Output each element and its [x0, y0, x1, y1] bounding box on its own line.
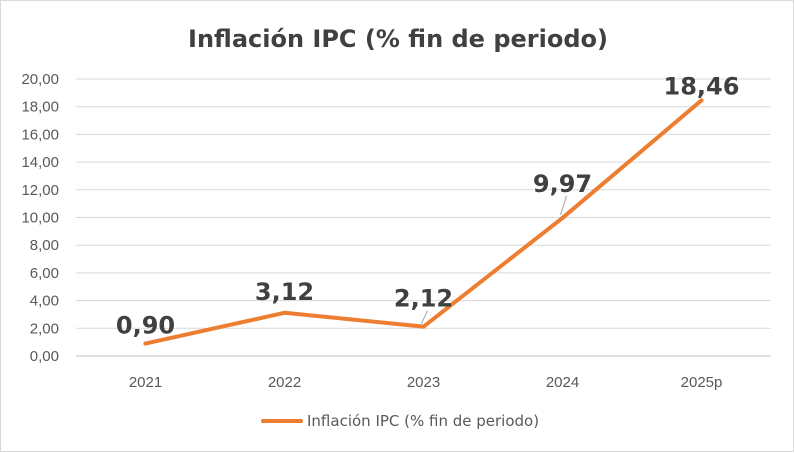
data-label: 9,97	[533, 170, 592, 198]
data-point	[143, 341, 148, 346]
legend: Inflación IPC (% fin de periodo)	[261, 412, 539, 430]
legend-entry: Inflación IPC (% fin de periodo)	[307, 412, 539, 430]
gridlines	[76, 78, 771, 357]
series-layer	[143, 98, 704, 346]
y-tick-label: 2,00	[30, 320, 59, 337]
y-tick-label: 4,00	[30, 293, 59, 310]
y-tick-label: 14,00	[21, 154, 59, 171]
data-label-leader	[560, 195, 567, 216]
data-label: 18,46	[664, 72, 740, 100]
x-tick-label: 2023	[407, 374, 440, 391]
y-tick-label: 20,00	[21, 71, 59, 88]
y-tick-label: 6,00	[30, 265, 59, 282]
y-tick-label: 0,00	[30, 348, 59, 365]
y-tick-label: 18,00	[21, 99, 59, 116]
x-tick-label: 2021	[129, 374, 162, 391]
x-axis-ticks: 2021 2022 2023 2024 2025p	[129, 374, 723, 391]
y-tick-label: 8,00	[30, 237, 59, 254]
x-tick-label: 2024	[546, 374, 579, 391]
data-labels: 0,90 3,12 2,12 9,97 18,46	[116, 72, 740, 339]
data-label-leader	[421, 310, 428, 324]
data-point	[560, 215, 565, 220]
x-tick-label: 2025p	[681, 374, 723, 391]
y-tick-label: 10,00	[21, 210, 59, 227]
y-tick-label: 16,00	[21, 126, 59, 143]
data-label-leaders	[421, 195, 567, 324]
data-label: 3,12	[255, 278, 314, 306]
y-tick-label: 12,00	[21, 182, 59, 199]
data-label: 0,90	[116, 312, 175, 340]
data-label: 2,12	[394, 285, 453, 313]
data-point	[421, 324, 426, 329]
data-point	[699, 98, 704, 103]
x-tick-label: 2022	[268, 374, 301, 391]
data-point	[282, 310, 287, 315]
y-axis-ticks: 0,00 2,00 4,00 6,00 8,00 10,00 12,00 14,00 16,00…	[21, 71, 59, 365]
chart-title: Inflación IPC (% fin de periodo)	[188, 25, 608, 53]
